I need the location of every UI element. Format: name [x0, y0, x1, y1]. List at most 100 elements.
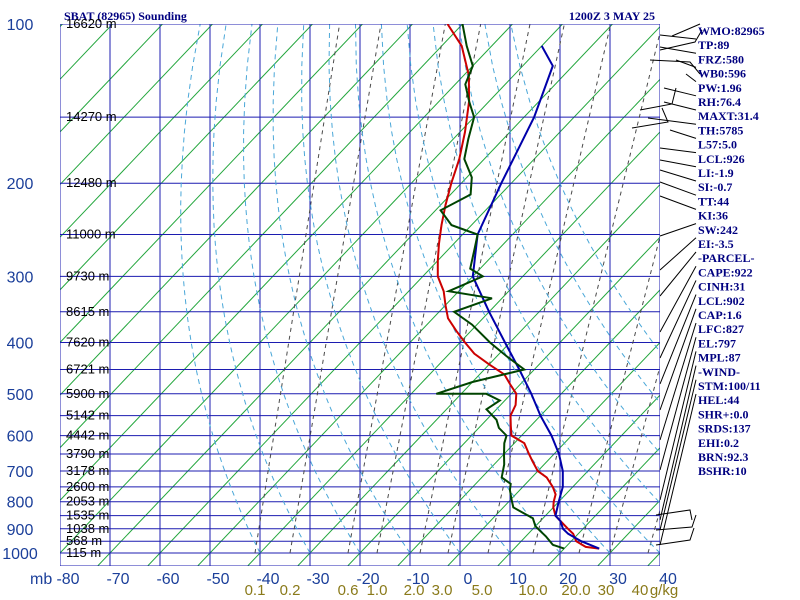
dry-adiabat-line [301, 24, 461, 554]
wind-barb-leader [659, 337, 697, 471]
height-label: 2600 m [66, 479, 109, 494]
wind-barb-leader [659, 308, 697, 411]
sounding-index: EL:797 [698, 336, 736, 350]
sounding-index: FRZ:580 [698, 52, 744, 66]
isotherm-line [60, 24, 414, 396]
mixing-ratio-label: 40 [632, 582, 649, 599]
mixing-ratio-label: 0.2 [280, 582, 301, 599]
temperature-tick-label: 40 [659, 571, 677, 588]
temperature-tick-label: 20 [559, 571, 577, 588]
height-label: 4442 m [66, 428, 109, 443]
wind-barb-leader [659, 265, 697, 333]
height-label: 9730 m [66, 268, 109, 283]
sounding-index: L57:5.0 [698, 138, 737, 152]
sounding-index: SRDS:137 [698, 422, 751, 436]
sounding-index: EHI:0.2 [698, 436, 739, 450]
sounding-index: LCL:902 [698, 294, 745, 308]
wind-barb-leader [659, 351, 697, 501]
wind-barb-leader [647, 117, 697, 125]
pressure-tick-label: 700 [7, 464, 34, 481]
mixing-ratio-label: 0.1 [245, 582, 266, 599]
sounding-index: TH:5785 [698, 123, 743, 137]
wind-barb-leader [659, 195, 697, 210]
wind-barb-leader [659, 322, 697, 441]
dewpoint-profile [435, 24, 565, 550]
isotherm-line [60, 24, 464, 449]
pressure-tick-label: 1000 [2, 546, 38, 563]
wind-barb-leader [659, 251, 697, 297]
sounding-index: MAXT:31.4 [698, 109, 759, 123]
wind-barb [631, 107, 669, 129]
chart-series [435, 24, 600, 550]
chart-labels: SBAT (82965) Sounding 1200Z 3 MAY 25 100… [2, 9, 764, 599]
mixing-ratio-label: 10.0 [518, 582, 547, 599]
sounding-index: WMO:82965 [698, 24, 765, 38]
dry-adiabat-line [380, 24, 611, 554]
mixing-ratio-label: 3.0 [432, 582, 453, 599]
sounding-index: SI:-0.7 [698, 180, 732, 194]
wind-barb [639, 87, 677, 111]
dry-adiabat-line [510, 24, 660, 353]
wind-barb-leader [659, 34, 697, 40]
pressure-unit-label: mb [30, 571, 52, 588]
sounding-index: SW:242 [698, 223, 738, 237]
wind-barb-leader [659, 181, 697, 196]
sounding-index: LFC:827 [698, 322, 744, 336]
temperature-tick-label: -20 [356, 571, 379, 588]
wind-barb-leader [659, 46, 697, 54]
parcel-profile [471, 45, 600, 550]
wind-barb-leader [659, 147, 697, 154]
pressure-tick-label: 800 [7, 495, 34, 512]
sounding-index: BSHR:10 [698, 464, 747, 478]
station-title: SBAT (82965) Sounding [64, 9, 187, 23]
wind-barb-leader [663, 101, 697, 111]
height-label: 6721 m [66, 362, 109, 377]
height-label: 1535 m [66, 508, 109, 523]
dry-adiabat-line [432, 24, 660, 504]
wind-barb-leader [659, 237, 697, 271]
sounding-index: RH:76.4 [698, 95, 741, 109]
mixing-ratio-line [376, 24, 482, 554]
wind-barb [671, 23, 701, 37]
wind-barb-leader [663, 87, 697, 97]
wind-barb-leader [659, 294, 697, 385]
height-label: 12480 m [66, 175, 117, 190]
height-label: 2053 m [66, 494, 109, 509]
height-label: 1038 m [66, 521, 109, 536]
wind-barb-leader [659, 223, 697, 237]
sounding-index: CAPE:922 [698, 265, 753, 279]
temperature-tick-label: 10 [509, 571, 527, 588]
sounding-index: HEL:44 [698, 393, 739, 407]
pressure-tick-label: 900 [7, 522, 34, 539]
height-label: 5142 m [66, 408, 109, 423]
pressure-tick-label: 200 [7, 176, 34, 193]
mixing-ratio-line [289, 24, 382, 554]
sounding-index: PW:1.96 [698, 81, 742, 95]
height-label: 16620 m [66, 16, 117, 31]
sounding-index: BRN:92.3 [698, 450, 748, 464]
sounding-index: -PARCEL- [698, 251, 754, 265]
height-label: 568 m [66, 533, 102, 548]
mixing-ratio-label: 0.6 [338, 582, 359, 599]
wind-barb-leader [659, 379, 697, 531]
sounding-time: 1200Z 3 MAY 25 [569, 9, 655, 23]
mixing-ratio-label: g/kg [650, 582, 678, 599]
temperature-tick-label: -80 [56, 571, 79, 588]
wind-barb [655, 527, 695, 546]
wind-barb-leader [659, 393, 697, 546]
mixing-ratio-line [254, 24, 341, 554]
wind-barb [655, 514, 697, 531]
temperature-profile [436, 24, 600, 550]
sounding-index: LI:-1.9 [698, 166, 734, 180]
wind-barb-leader [659, 280, 697, 359]
sounding-index: KI:36 [698, 209, 728, 223]
dry-adiabat-line [243, 24, 361, 554]
wind-barb [649, 59, 701, 75]
sounding-index: TP:89 [698, 38, 729, 52]
dry-adiabat-line [272, 24, 411, 554]
mixing-ratio-label: 30 [598, 582, 615, 599]
sounding-index: LCL:926 [698, 152, 745, 166]
wind-barb-leader [659, 169, 697, 182]
wind-barb-leader [659, 365, 697, 521]
